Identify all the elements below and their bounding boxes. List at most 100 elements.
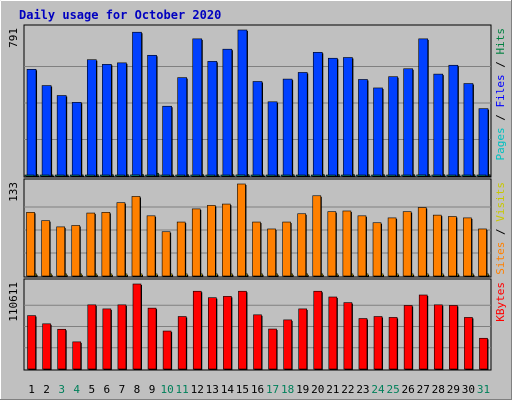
bar-sites-2 (41, 220, 50, 277)
bar-pages-8 (130, 174, 140, 177)
bar-pages-31 (476, 174, 487, 177)
bar-shadow (41, 176, 51, 177)
bar-pages-19 (295, 174, 306, 177)
bar-pages-22 (341, 174, 351, 177)
bar-pages-3 (54, 174, 65, 177)
bar-pages-16 (250, 174, 261, 177)
x-tick-label: 8 (134, 383, 141, 396)
bar-kbytes-22 (343, 302, 353, 370)
bar-sites-16 (252, 221, 261, 277)
bar-shadow (462, 176, 472, 177)
x-tick-label: 4 (73, 383, 80, 396)
bar-sites-13 (207, 205, 216, 277)
bar-pages-1 (24, 174, 35, 177)
bar-shadow (146, 176, 156, 177)
legend-separator: / (494, 55, 507, 75)
bar-files-13 (207, 61, 218, 177)
bar-pages-18 (280, 174, 291, 177)
bar-sites-31 (478, 228, 487, 277)
bar-shadow (71, 176, 81, 177)
bar-files-2 (41, 85, 52, 177)
bar-shadow (312, 176, 322, 177)
bar-shadow (236, 175, 246, 177)
x-tick-label: 28 (432, 383, 445, 396)
bar-files-7 (117, 62, 127, 177)
bar-files-6 (102, 64, 112, 177)
bar-pages-14 (220, 174, 231, 177)
bar-files-11 (177, 77, 187, 177)
bar-sites-28 (432, 214, 442, 277)
x-tick-label: 22 (341, 383, 354, 396)
bar-sites-3 (56, 226, 65, 277)
bar-pages-13 (205, 174, 216, 177)
bar-sites-24 (372, 222, 382, 277)
x-tick-label: 27 (417, 383, 430, 396)
bar-shadow (297, 176, 307, 177)
bar-pages-12 (190, 174, 201, 177)
bar-sites-1 (26, 212, 35, 277)
bar-shadow (191, 176, 201, 177)
bar-pages-6 (100, 174, 110, 177)
bar-sites-25 (387, 217, 397, 277)
bar-shadow (26, 176, 36, 177)
bar-sites-15 (237, 183, 246, 277)
bar-shadow (101, 176, 111, 177)
bar-pages-24 (371, 174, 381, 177)
bar-shadow (402, 176, 412, 177)
bar-kbytes-31 (479, 337, 488, 370)
x-tick-label: 23 (356, 383, 369, 396)
bar-pages-25 (386, 174, 396, 177)
y-max-label: 110611 (7, 282, 20, 322)
bar-kbytes-3 (57, 328, 66, 370)
legend-sites-visits: Sites / Visits (494, 182, 507, 275)
x-tick-label: 10 (160, 383, 173, 396)
bar-shadow (206, 176, 216, 177)
x-tick-label: 5 (88, 383, 95, 396)
bar-pages-17 (265, 174, 276, 177)
bar-shadow (267, 176, 277, 177)
bar-pages-29 (446, 174, 457, 177)
x-tick-label: 17 (266, 383, 279, 396)
x-tick-label: 16 (251, 383, 264, 396)
bar-shadow (372, 176, 382, 177)
bar-kbytes-30 (464, 317, 473, 370)
bar-shadow (417, 175, 427, 177)
bar-pages-20 (310, 174, 321, 177)
bar-sites-23 (357, 215, 367, 277)
bar-files-15 (237, 29, 248, 177)
bar-files-17 (267, 101, 278, 177)
bar-pages-23 (356, 174, 366, 177)
bar-sites-9 (146, 215, 156, 277)
x-tick-label: 14 (221, 383, 235, 396)
y-max-label: 133 (7, 182, 20, 202)
bar-shadow (116, 176, 126, 177)
bar-kbytes-21 (328, 296, 338, 370)
bar-sites-6 (101, 212, 111, 277)
bar-files-4 (71, 102, 82, 177)
bar-pages-27 (416, 174, 427, 177)
x-tick-label: 20 (311, 383, 324, 396)
x-tick-label: 7 (119, 383, 126, 396)
bar-sites-26 (402, 211, 412, 277)
bar-kbytes-10 (162, 330, 172, 370)
bar-files-27 (418, 38, 429, 177)
bar-kbytes-5 (87, 304, 97, 370)
bar-files-21 (328, 57, 338, 177)
x-tick-label: 30 (462, 383, 475, 396)
bar-pages-26 (401, 174, 411, 177)
bar-kbytes-23 (358, 318, 368, 370)
bar-kbytes-2 (42, 323, 51, 370)
x-tick-label: 21 (326, 383, 339, 396)
bar-sites-19 (297, 213, 306, 277)
bar-shadow (357, 176, 367, 177)
bar-pages-9 (145, 174, 155, 177)
x-tick-label: 6 (104, 383, 111, 396)
bar-kbytes-7 (117, 304, 127, 370)
x-tick-label: 18 (281, 383, 294, 396)
bar-kbytes-9 (147, 307, 157, 370)
bar-kbytes-29 (449, 305, 458, 370)
bar-sites-20 (312, 195, 322, 277)
x-tick-label: 13 (206, 383, 219, 396)
bar-kbytes-18 (283, 319, 292, 370)
